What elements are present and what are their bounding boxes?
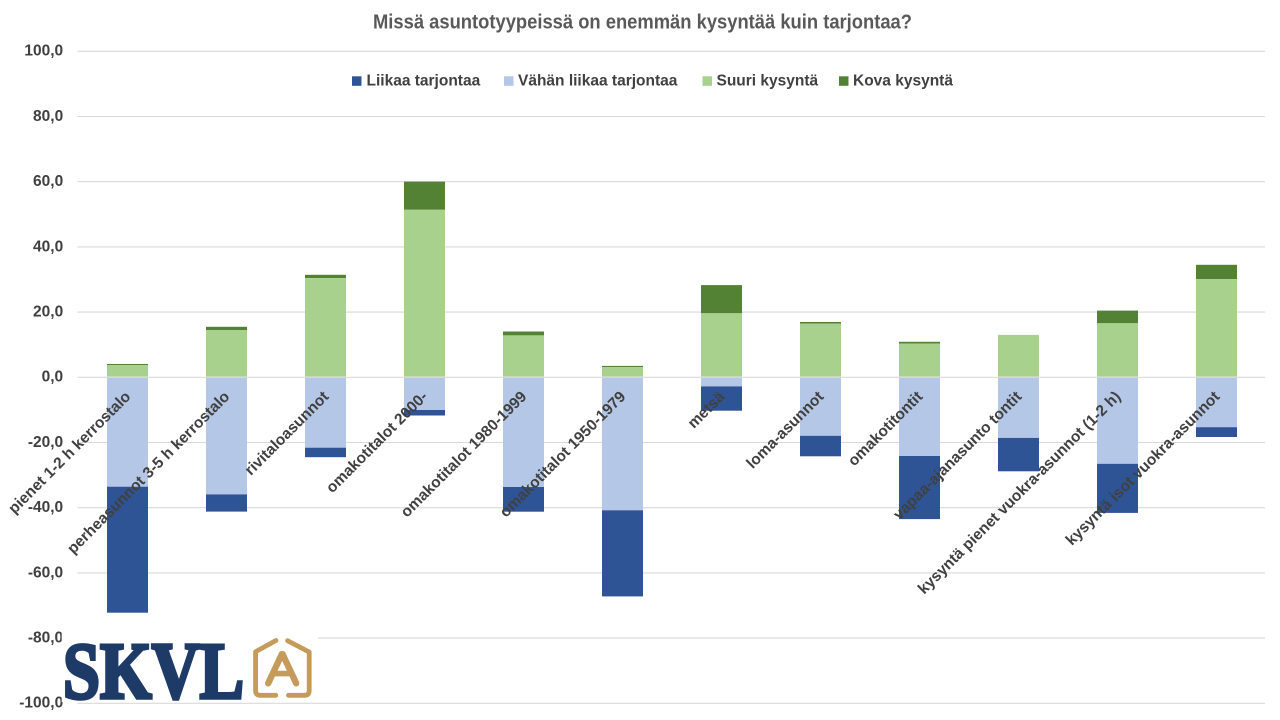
svg-text:-60,0: -60,0: [28, 564, 63, 581]
svg-text:-100,0: -100,0: [19, 695, 63, 712]
svg-text:0,0: 0,0: [42, 369, 64, 386]
svg-text:SKVL: SKVL: [63, 626, 244, 716]
svg-text:20,0: 20,0: [33, 304, 63, 321]
svg-text:Missä asuntotyypeissä on enemm: Missä asuntotyypeissä on enemmän kysyntä…: [373, 12, 912, 34]
svg-text:kysyntä isot vuokra-asunnot: kysyntä isot vuokra-asunnot: [1063, 388, 1224, 549]
svg-text:40,0: 40,0: [33, 238, 63, 255]
svg-text:80,0: 80,0: [33, 108, 63, 125]
svg-text:-20,0: -20,0: [28, 434, 63, 451]
svg-text:-80,0: -80,0: [28, 630, 63, 647]
svg-text:60,0: 60,0: [33, 173, 63, 190]
svg-text:Suuri kysyntä: Suuri kysyntä: [717, 73, 819, 90]
svg-text:Kova kysyntä: Kova kysyntä: [853, 73, 953, 90]
svg-text:-40,0: -40,0: [28, 499, 63, 516]
svg-text:100,0: 100,0: [24, 43, 63, 60]
svg-text:Vähän liikaa tarjontaa: Vähän liikaa tarjontaa: [518, 73, 678, 90]
svg-text:Liikaa tarjontaa: Liikaa tarjontaa: [367, 73, 481, 90]
